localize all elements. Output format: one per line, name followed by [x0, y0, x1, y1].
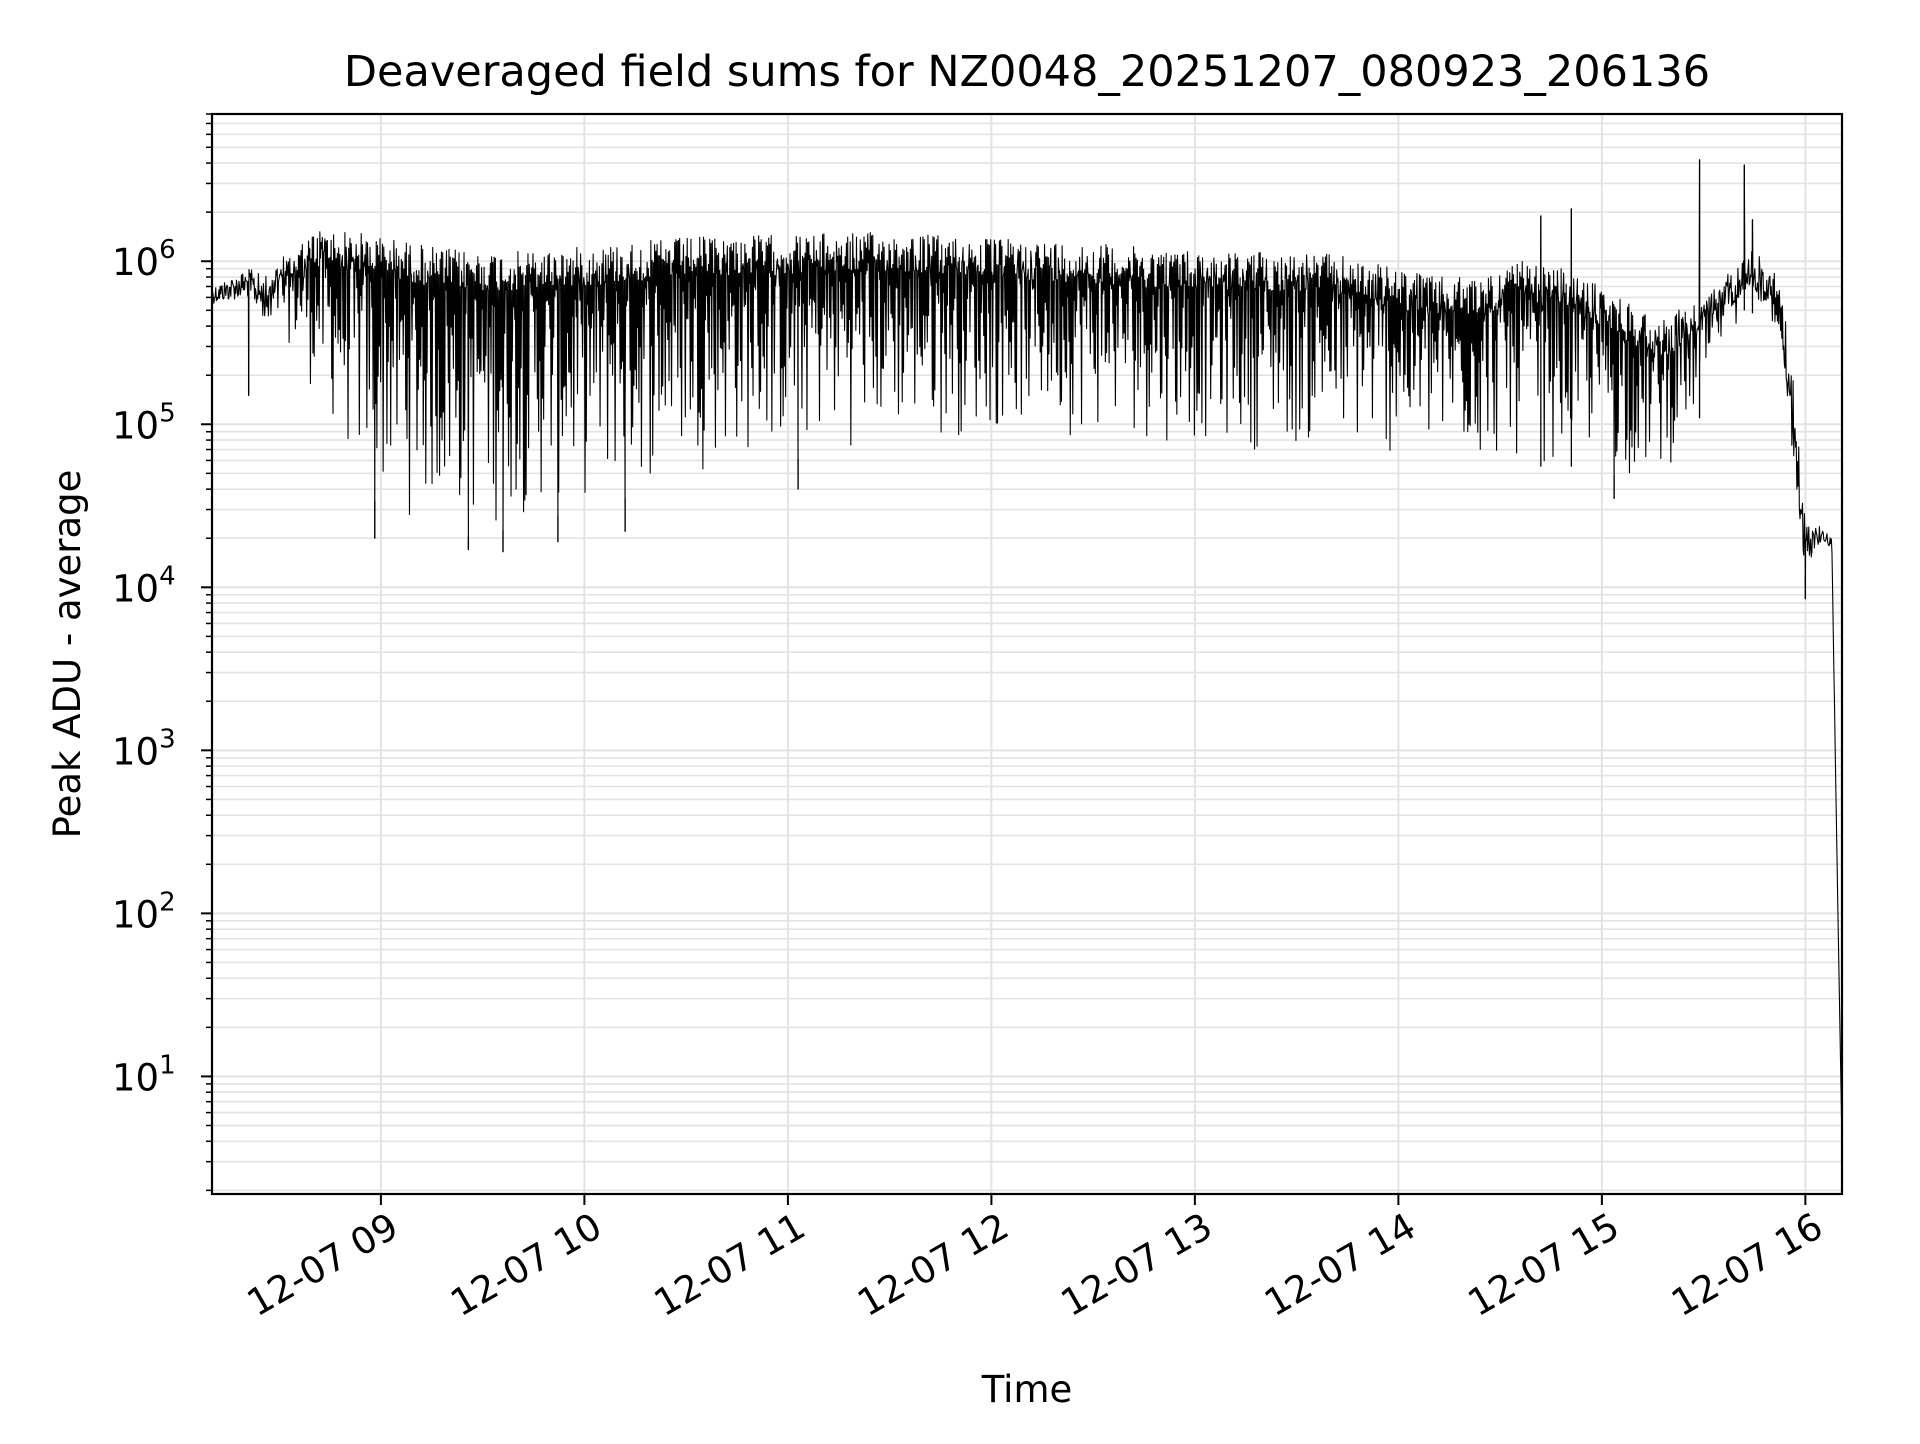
y-axis-ticks: 101 102 103 104 105 106	[112, 113, 212, 1192]
plot-frame	[210, 112, 1844, 1196]
y-tick-label: 102	[112, 887, 176, 936]
chart-title: Deaveraged field sums for NZ0048_2025120…	[344, 47, 1710, 97]
y-tick-label: 106	[112, 235, 176, 284]
series-line	[211, 159, 1843, 1145]
y-tick-label: 105	[112, 398, 176, 447]
data-series	[211, 159, 1843, 1145]
y-tick-label: 103	[112, 724, 176, 773]
y-tick-label: 104	[112, 561, 176, 610]
x-axis-label: Time	[981, 1368, 1073, 1411]
y-axis-label: Peak ADU - average	[46, 470, 89, 839]
y-tick-label: 101	[112, 1050, 176, 1099]
